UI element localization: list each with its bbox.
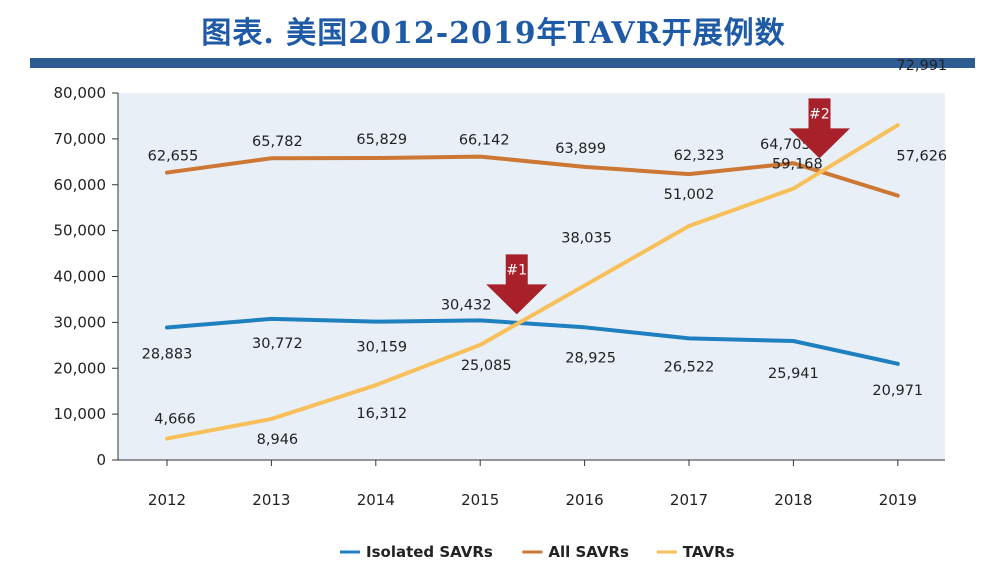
- data-label: 62,323: [674, 148, 725, 164]
- data-label: 63,899: [555, 141, 606, 157]
- annotation-arrow: [486, 254, 548, 315]
- data-label: 51,002: [664, 187, 715, 203]
- x-tick-label: 2018: [774, 491, 812, 509]
- y-tick-label: 20,000: [54, 359, 107, 377]
- chart-title: 图表. 美国2012-2019年TAVR开展例数: [201, 16, 786, 51]
- legend-label: TAVRs: [683, 543, 735, 561]
- x-tick-label: 2016: [566, 491, 604, 509]
- y-tick-label: 50,000: [54, 222, 107, 240]
- annotation-label: #1: [506, 262, 527, 278]
- y-tick-label: 80,000: [54, 84, 107, 102]
- y-tick-label: 30,000: [54, 313, 107, 331]
- series-line: [165, 316, 900, 366]
- data-label: 30,772: [252, 336, 303, 352]
- data-label: 64,705: [760, 137, 811, 153]
- x-tick-label: 2012: [148, 491, 186, 509]
- x-tick-label: 2019: [879, 491, 917, 509]
- y-tick-label: 60,000: [54, 176, 107, 194]
- data-label: 25,941: [768, 366, 819, 382]
- data-label: 65,782: [252, 134, 303, 150]
- y-tick-label: 40,000: [54, 268, 107, 286]
- data-label: 57,626: [896, 149, 947, 165]
- x-tick-label: 2014: [357, 491, 395, 509]
- data-label: 28,883: [142, 346, 193, 362]
- data-label: 30,432: [441, 297, 492, 313]
- data-label: 25,085: [461, 358, 512, 374]
- data-label: 20,971: [872, 383, 923, 399]
- legend-label: Isolated SAVRs: [366, 543, 493, 561]
- annotation-arrow: [789, 98, 850, 159]
- legend-label: All SAVRs: [548, 543, 629, 561]
- x-tick-label: 2015: [461, 491, 499, 509]
- data-label: 8,946: [257, 432, 299, 448]
- y-tick-label: 10,000: [54, 405, 107, 423]
- series-line: [165, 154, 900, 198]
- data-label: 62,655: [148, 149, 199, 165]
- data-label: 4,666: [154, 412, 196, 428]
- y-tick-label: 70,000: [54, 130, 107, 148]
- x-tick-label: 2013: [252, 491, 290, 509]
- x-tick-label: 2017: [670, 491, 708, 509]
- data-label: 59,168: [772, 157, 823, 173]
- data-label: 30,159: [356, 340, 407, 356]
- data-label: 38,035: [561, 231, 612, 247]
- data-label: 72,991: [896, 58, 947, 74]
- data-label: 26,522: [664, 359, 715, 375]
- data-label: 16,312: [356, 406, 407, 422]
- series-line: [165, 123, 900, 441]
- annotation-label: #2: [809, 106, 830, 122]
- plot-area: [118, 93, 945, 460]
- title-divider-bar: [30, 58, 975, 68]
- data-label: 65,829: [356, 132, 407, 148]
- y-tick-label: 0: [96, 451, 106, 469]
- data-label: 66,142: [459, 133, 510, 149]
- data-label: 28,925: [565, 350, 616, 366]
